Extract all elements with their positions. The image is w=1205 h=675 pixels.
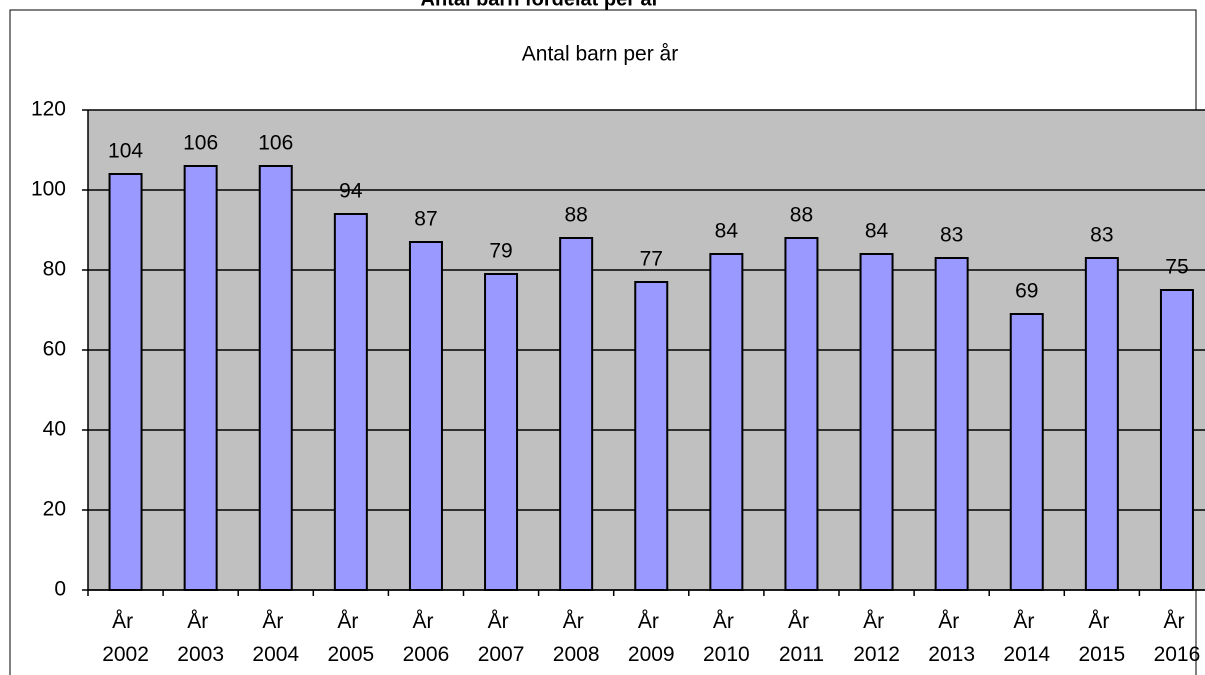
y-tick-label: 20	[43, 498, 66, 521]
y-tick-label: 120	[31, 98, 66, 121]
bar	[709, 253, 744, 591]
x-tick-label: År 2005	[327, 610, 374, 666]
bar	[784, 237, 819, 591]
x-tick-label: År 2008	[553, 610, 600, 666]
y-tick-label: 100	[31, 178, 66, 201]
value-label: 88	[564, 204, 587, 227]
value-label: 77	[640, 248, 663, 271]
x-tick-label: År 2014	[1003, 610, 1050, 666]
y-tick-label: 40	[43, 418, 66, 441]
x-tick-label: År 2007	[478, 610, 525, 666]
bar	[258, 165, 293, 591]
value-label: 69	[1015, 280, 1038, 303]
bar	[484, 273, 519, 591]
value-label: 83	[1090, 224, 1113, 247]
value-label: 75	[1165, 256, 1188, 279]
bar	[1009, 313, 1044, 591]
bar	[333, 213, 368, 591]
x-tick-label: År 2016	[1154, 610, 1201, 666]
y-tick-label: 60	[43, 338, 66, 361]
y-tick-label: 80	[43, 258, 66, 281]
bar	[559, 237, 594, 591]
value-label: 94	[339, 180, 363, 203]
bar	[1084, 257, 1119, 591]
value-label: 83	[940, 224, 963, 247]
bar	[183, 165, 218, 591]
bar	[108, 173, 143, 591]
x-tick-label: År 2012	[853, 610, 900, 666]
value-label: 87	[414, 208, 437, 231]
value-label: 84	[865, 220, 889, 243]
x-tick-label: År 2004	[252, 610, 299, 666]
x-tick-label: År 2010	[703, 610, 750, 666]
page-header: Antal barn fördelat per år	[421, 0, 660, 10]
bar	[408, 241, 443, 591]
bar	[1159, 289, 1194, 591]
x-tick-label: År 2003	[177, 610, 224, 666]
x-tick-label: År 2002	[102, 610, 149, 666]
chart-title: Antal barn per år	[522, 43, 678, 66]
bar	[859, 253, 894, 591]
x-tick-label: År 2013	[928, 610, 975, 666]
value-label: 79	[489, 240, 512, 263]
y-tick-label: 0	[54, 578, 66, 601]
value-label: 84	[715, 220, 739, 243]
value-label: 88	[790, 204, 813, 227]
value-label: 106	[258, 132, 293, 155]
x-tick-label: År 2006	[403, 610, 450, 666]
bar	[934, 257, 969, 591]
bar	[634, 281, 669, 591]
value-label: 104	[108, 140, 143, 163]
x-tick-label: År 2009	[628, 610, 675, 666]
x-tick-label: År 2015	[1078, 610, 1125, 666]
x-tick-label: År 2011	[779, 610, 824, 666]
value-label: 106	[183, 132, 218, 155]
